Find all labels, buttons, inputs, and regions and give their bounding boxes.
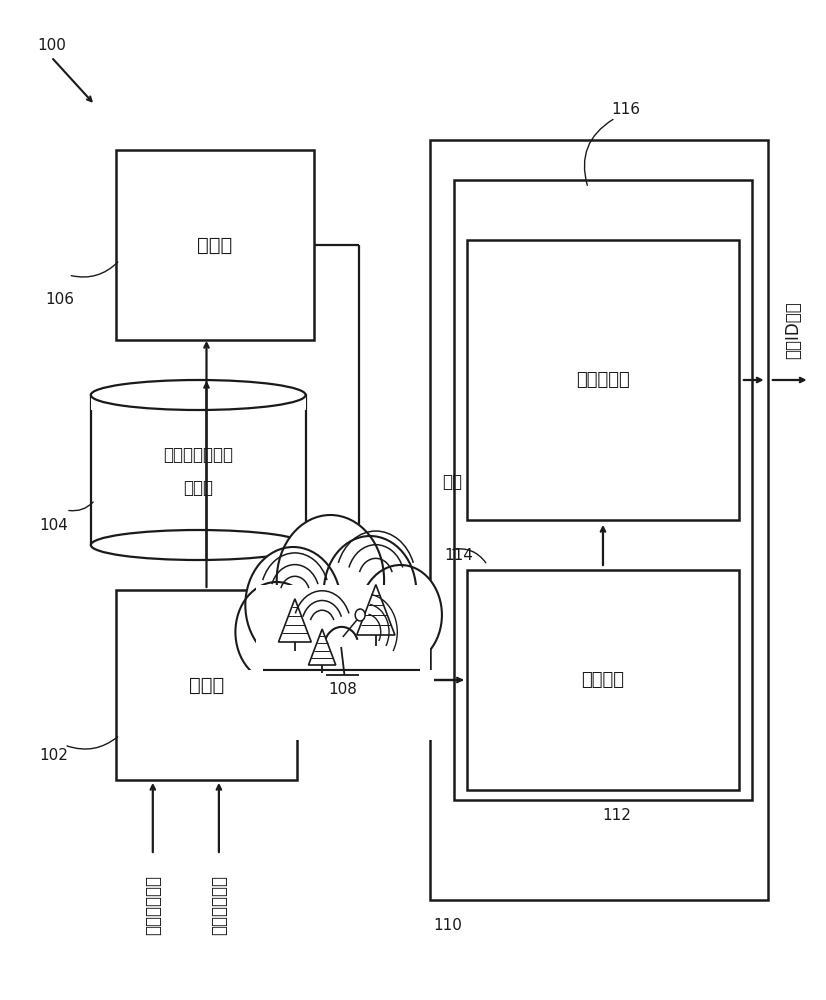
Text: 媒体音频信号: 媒体音频信号 (144, 875, 162, 935)
Text: 100: 100 (37, 37, 66, 52)
Polygon shape (309, 629, 335, 665)
Circle shape (350, 596, 423, 684)
Bar (467, 240, 739, 520)
Bar (116, 150, 314, 340)
Bar (244, 670, 434, 740)
Circle shape (277, 515, 384, 645)
Text: 112: 112 (602, 808, 631, 822)
Text: 116: 116 (611, 103, 640, 117)
Text: 108: 108 (329, 682, 357, 698)
Text: 媒体标识信号: 媒体标识信号 (210, 875, 228, 935)
Text: 媒体ID水印: 媒体ID水印 (784, 301, 802, 359)
Text: 102: 102 (40, 748, 69, 762)
Ellipse shape (91, 530, 306, 560)
Text: 110: 110 (434, 918, 463, 932)
Text: 媒体设备: 媒体设备 (582, 671, 624, 689)
Bar (467, 570, 739, 790)
Polygon shape (278, 599, 311, 642)
Text: 编码器: 编码器 (189, 676, 224, 694)
Circle shape (245, 547, 341, 663)
Text: 家庭: 家庭 (442, 473, 462, 491)
Text: 106: 106 (45, 292, 74, 307)
Text: 114: 114 (444, 548, 473, 562)
Text: 存储部: 存储部 (183, 479, 213, 497)
Bar (116, 590, 297, 780)
Text: 发送器: 发送器 (197, 235, 232, 254)
Text: 104: 104 (40, 518, 69, 532)
Circle shape (355, 609, 365, 621)
Bar (256, 585, 430, 670)
Bar (91, 395, 306, 545)
Bar (430, 140, 768, 900)
Text: 媒体监测器: 媒体监测器 (576, 371, 630, 389)
Circle shape (235, 582, 318, 682)
Bar (454, 180, 752, 800)
Circle shape (359, 565, 442, 665)
Text: 带水印媒体数据: 带水印媒体数据 (164, 446, 233, 464)
Bar (91, 380, 306, 410)
Ellipse shape (91, 380, 306, 410)
Polygon shape (357, 585, 395, 635)
Circle shape (324, 536, 416, 648)
